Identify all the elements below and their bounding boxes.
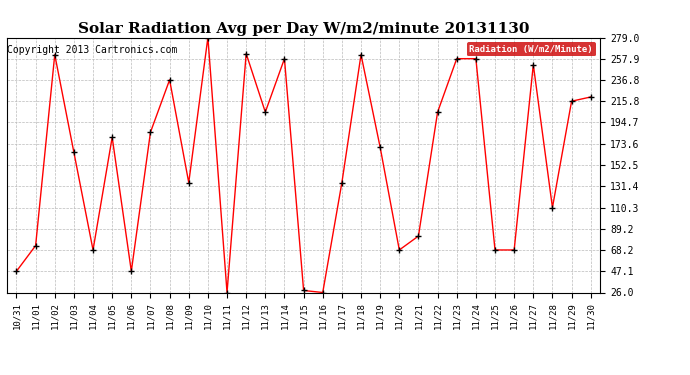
Legend: Radiation (W/m2/Minute): Radiation (W/m2/Minute) [466, 42, 595, 56]
Title: Solar Radiation Avg per Day W/m2/minute 20131130: Solar Radiation Avg per Day W/m2/minute … [78, 22, 529, 36]
Text: Copyright 2013 Cartronics.com: Copyright 2013 Cartronics.com [8, 45, 178, 55]
